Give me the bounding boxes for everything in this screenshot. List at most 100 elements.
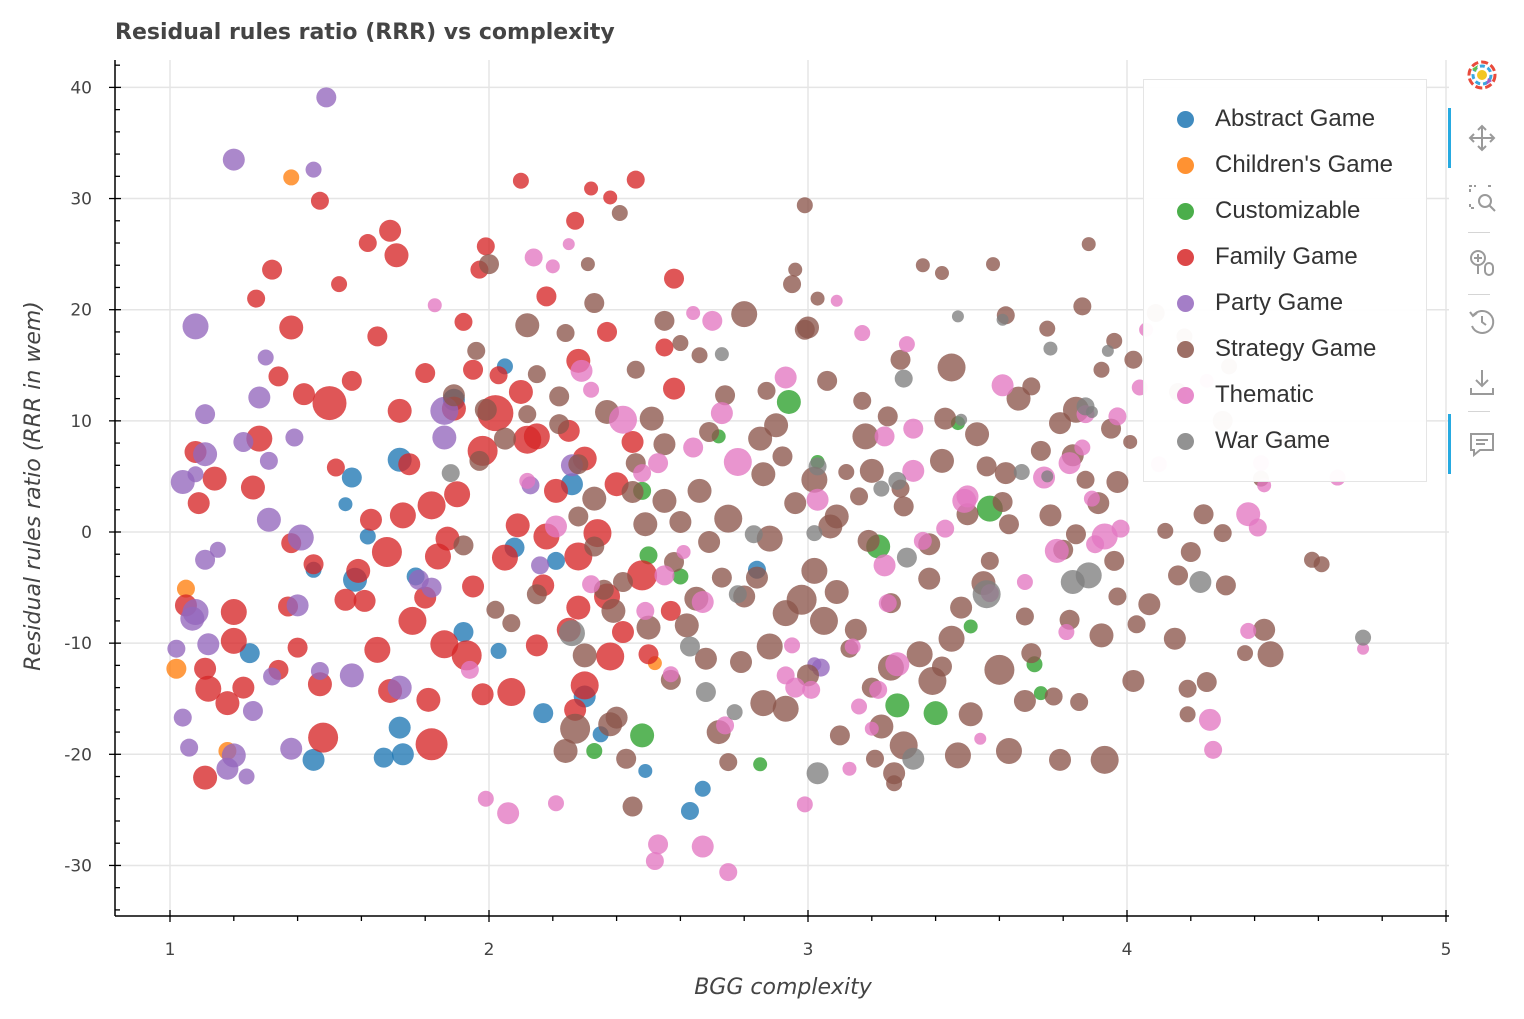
point-customizable: [923, 701, 948, 726]
pan-tool-icon[interactable]: [1466, 122, 1498, 154]
legend-label-war-game: War Game: [1215, 427, 1331, 454]
point-strategy-game: [1090, 745, 1119, 774]
point-strategy-game: [605, 706, 628, 729]
point-war-game: [728, 585, 747, 604]
point-family-game: [638, 644, 659, 665]
plot-toolbar: [1448, 54, 1512, 494]
point-strategy-game: [809, 606, 838, 635]
point-strategy-game: [622, 796, 643, 817]
point-war-game: [1085, 405, 1098, 418]
point-thematic: [676, 545, 691, 560]
wheel-zoom-tool-icon[interactable]: [1466, 246, 1498, 278]
legend-swatch-family-game: [1177, 249, 1194, 266]
hover-tool-icon[interactable]: [1466, 428, 1498, 460]
point-war-game: [902, 747, 925, 770]
save-tool-icon[interactable]: [1466, 366, 1498, 398]
point-party-game: [209, 541, 226, 558]
point-party-game: [531, 556, 550, 575]
point-family-game: [268, 366, 289, 387]
legend-item-war-game[interactable]: War Game: [1144, 419, 1428, 465]
point-family-game: [367, 326, 388, 347]
point-thematic: [648, 834, 669, 855]
legend: Abstract Game Children's Game Customizab…: [1143, 79, 1427, 482]
point-strategy-game: [616, 748, 637, 769]
point-strategy-game: [580, 257, 595, 272]
legend-item-childrens-game[interactable]: Children's Game: [1144, 143, 1428, 189]
point-strategy-game: [1070, 693, 1089, 712]
point-family-game: [471, 683, 494, 706]
point-strategy-game: [931, 656, 952, 677]
axes: 1 2 3 4 5 -30 -20 -10 0 10 20 30 40: [64, 60, 1451, 960]
point-thematic: [1074, 439, 1091, 456]
point-strategy-game: [1073, 297, 1092, 316]
reset-tool-icon[interactable]: [1466, 306, 1498, 338]
point-family-game: [247, 289, 266, 308]
point-strategy-game: [699, 421, 720, 442]
point-strategy-game: [976, 456, 997, 477]
point-strategy-game: [669, 510, 692, 533]
point-strategy-game: [442, 384, 465, 407]
legend-item-strategy-game[interactable]: Strategy Game: [1144, 327, 1428, 373]
point-war-game: [1041, 470, 1054, 483]
point-party-game: [180, 738, 199, 757]
point-family-game: [346, 558, 371, 583]
legend-item-family-game[interactable]: Family Game: [1144, 235, 1428, 281]
point-customizable: [885, 693, 910, 718]
point-war-game: [808, 457, 827, 476]
legend-item-abstract-game[interactable]: Abstract Game: [1144, 97, 1428, 143]
point-family-game: [513, 425, 542, 454]
point-family-game: [371, 537, 402, 568]
point-family-game: [232, 676, 255, 699]
point-party-game: [316, 87, 337, 108]
point-family-game: [187, 492, 210, 515]
point-strategy-game: [1196, 672, 1217, 693]
point-thematic: [547, 795, 564, 812]
point-family-game: [331, 276, 348, 293]
legend-swatch-customizable: [1177, 203, 1194, 220]
data-points: [166, 87, 1372, 882]
point-family-game: [430, 630, 459, 659]
point-abstract-game: [341, 467, 362, 488]
point-strategy-game: [526, 584, 547, 605]
legend-item-party-game[interactable]: Party Game: [1144, 281, 1428, 327]
point-family-game: [611, 621, 634, 644]
box-zoom-tool-icon[interactable]: [1466, 182, 1498, 214]
point-war-game: [1075, 562, 1102, 589]
point-strategy-game: [886, 775, 903, 792]
point-party-game: [195, 404, 216, 425]
point-strategy-game: [549, 414, 570, 435]
point-strategy-game: [992, 491, 1013, 512]
point-strategy-game: [493, 427, 516, 450]
legend-label-thematic: Thematic: [1215, 381, 1314, 408]
y-tick-label: -10: [64, 634, 92, 654]
point-strategy-game: [877, 406, 898, 427]
point-family-game: [536, 286, 557, 307]
pan-active-indicator: [1448, 108, 1451, 168]
legend-item-thematic[interactable]: Thematic: [1144, 373, 1428, 419]
legend-item-customizable[interactable]: Customizable: [1144, 189, 1428, 235]
point-strategy-game: [906, 641, 933, 668]
point-party-game: [167, 639, 186, 658]
toolbar-separator: [1468, 232, 1490, 233]
point-thematic: [774, 366, 797, 389]
point-strategy-game: [621, 480, 644, 503]
point-abstract-game: [694, 780, 711, 797]
point-strategy-game: [1304, 551, 1321, 568]
point-thematic: [648, 453, 669, 474]
point-strategy-game: [1124, 350, 1143, 369]
bokeh-logo-icon[interactable]: [1466, 59, 1498, 91]
point-party-game: [280, 737, 303, 760]
point-family-game: [463, 359, 484, 380]
point-strategy-game: [527, 365, 546, 384]
point-strategy-game: [553, 738, 578, 763]
point-children-s-game: [283, 169, 300, 186]
point-thematic: [460, 660, 479, 679]
point-abstract-game: [490, 642, 507, 659]
x-tick-label: 5: [1441, 940, 1452, 960]
point-strategy-game: [950, 596, 973, 619]
point-strategy-game: [1076, 470, 1095, 489]
point-family-game: [240, 475, 265, 500]
point-thematic: [784, 637, 801, 654]
point-thematic: [702, 310, 723, 331]
